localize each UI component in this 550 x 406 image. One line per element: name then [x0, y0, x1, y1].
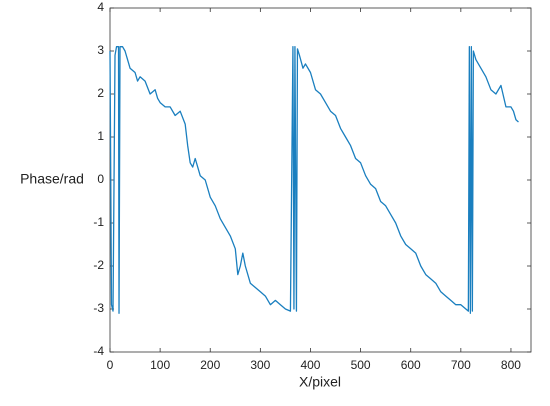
- x-tick-label: 500: [351, 358, 371, 372]
- x-tick-label: 0: [107, 358, 114, 372]
- y-tick-label: -2: [93, 258, 104, 272]
- y-tick-label: 2: [97, 86, 104, 100]
- x-tick-label: 600: [401, 358, 421, 372]
- y-tick-label: 3: [97, 43, 104, 57]
- data-line: [109, 46, 519, 314]
- y-tick-label: -1: [93, 215, 104, 229]
- y-tick-label: 4: [97, 0, 104, 14]
- y-tick-label: -4: [93, 344, 104, 358]
- y-tick-label: -3: [93, 301, 104, 315]
- x-tick-label: 100: [150, 358, 170, 372]
- x-tick-label: 400: [300, 358, 320, 372]
- x-tick-label: 800: [501, 358, 521, 372]
- x-tick-label: 200: [200, 358, 220, 372]
- y-tick-label: 0: [97, 172, 104, 186]
- x-tick-label: 700: [451, 358, 471, 372]
- y-axis-label: Phase/rad: [20, 171, 84, 187]
- y-tick-label: 1: [97, 129, 104, 143]
- x-tick-label: 300: [250, 358, 270, 372]
- x-axis-label: X/pixel: [299, 374, 341, 390]
